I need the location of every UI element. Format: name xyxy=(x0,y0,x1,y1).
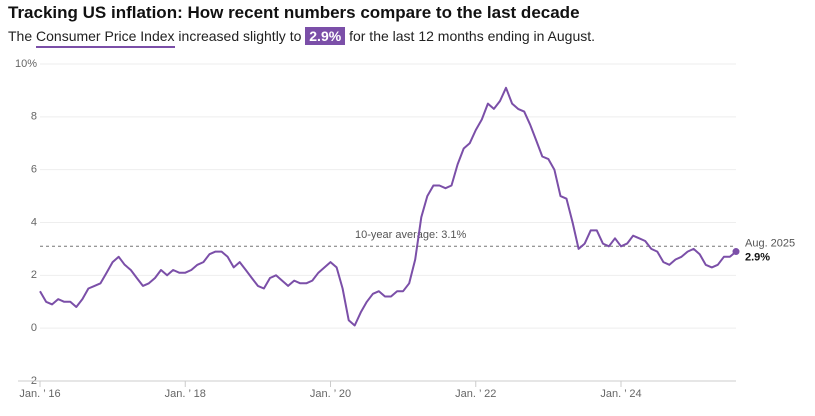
subtitle-highlight: 2.9% xyxy=(305,27,346,45)
x-tick-label: Jan. ’ 24 xyxy=(600,388,641,400)
end-value-label: 2.9% xyxy=(745,251,770,263)
y-tick-label: 6 xyxy=(31,164,37,176)
subtitle: The Consumer Price Index increased sligh… xyxy=(8,27,596,48)
y-tick-label: 2 xyxy=(31,269,37,281)
x-tick-label: Jan. ’ 18 xyxy=(165,388,206,400)
y-tick-label: 10% xyxy=(15,58,37,70)
end-point xyxy=(732,248,740,256)
header: Tracking US inflation: How recent number… xyxy=(8,3,596,48)
x-tick-label: Jan. ’ 22 xyxy=(455,388,496,400)
y-tick-label: 4 xyxy=(31,216,37,228)
y-tick-label: 8 xyxy=(31,111,37,123)
y-tick-label: 0 xyxy=(31,322,37,334)
x-tick-label: Jan. ’ 16 xyxy=(19,388,60,400)
chart-title: Tracking US inflation: How recent number… xyxy=(8,3,580,22)
data-line xyxy=(39,86,737,327)
subtitle-link: Consumer Price Index xyxy=(36,28,175,48)
subtitle-text: for the last 12 months ending in August. xyxy=(345,28,596,44)
average-label: 10-year average: 3.1% xyxy=(355,229,467,241)
end-date-label: Aug. 2025 xyxy=(745,237,795,249)
subtitle-text: increased slightly to xyxy=(174,28,306,44)
x-tick-label: Jan. ’ 20 xyxy=(310,388,351,400)
subtitle-text: The xyxy=(8,28,37,44)
